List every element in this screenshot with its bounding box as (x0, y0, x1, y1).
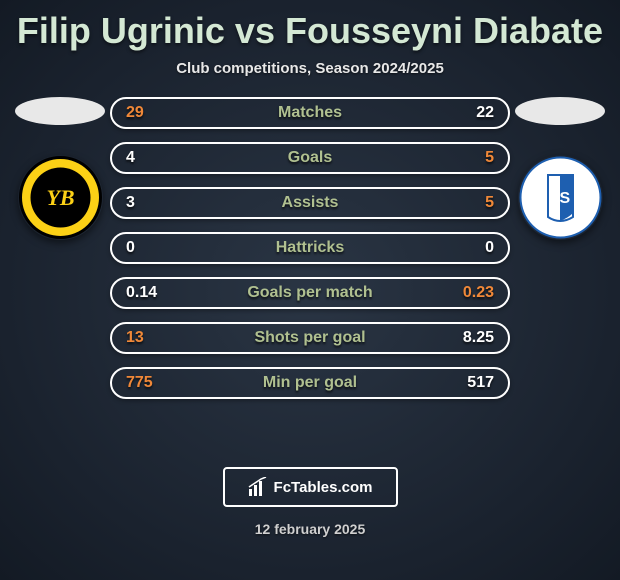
right-player-silhouette (515, 97, 605, 125)
stats-table: 29Matches224Goals53Assists50Hattricks00.… (110, 97, 510, 399)
right-player-column: LS (500, 97, 620, 240)
stat-left-value: 0.14 (126, 284, 176, 302)
stat-row: 0.14Goals per match0.23 (110, 277, 510, 309)
page-subtitle: Club competitions, Season 2024/2025 (0, 60, 620, 77)
stat-label: Goals (176, 149, 444, 167)
svg-text:YB: YB (46, 185, 74, 210)
left-club-badge: YB (18, 155, 103, 240)
footer-date: 12 february 2025 (0, 521, 620, 537)
right-club-badge: LS (518, 155, 603, 240)
stat-left-value: 13 (126, 329, 176, 347)
young-boys-icon: YB (18, 155, 103, 240)
stat-row: 3Assists5 (110, 187, 510, 219)
comparison-content: YB LS 29Matches224Goals53Assists50Hattri… (0, 97, 620, 437)
stat-right-value: 22 (444, 104, 494, 122)
stat-right-value: 517 (444, 374, 494, 392)
stat-left-value: 4 (126, 149, 176, 167)
brand-logo: FcTables.com (223, 467, 398, 507)
svg-text:LS: LS (549, 190, 570, 207)
left-player-column: YB (0, 97, 120, 240)
stat-label: Min per goal (176, 374, 444, 392)
stat-row: 13Shots per goal8.25 (110, 322, 510, 354)
stat-left-value: 0 (126, 239, 176, 257)
stat-label: Hattricks (176, 239, 444, 257)
stat-left-value: 29 (126, 104, 176, 122)
stat-right-value: 5 (444, 149, 494, 167)
stat-left-value: 3 (126, 194, 176, 212)
stat-row: 4Goals5 (110, 142, 510, 174)
left-player-silhouette (15, 97, 105, 125)
stat-row: 29Matches22 (110, 97, 510, 129)
stat-label: Goals per match (176, 284, 444, 302)
lausanne-icon: LS (518, 155, 603, 240)
page-title: Filip Ugrinic vs Fousseyni Diabate (0, 0, 620, 52)
stat-label: Matches (176, 104, 444, 122)
stat-label: Assists (176, 194, 444, 212)
stat-row: 775Min per goal517 (110, 367, 510, 399)
stat-row: 0Hattricks0 (110, 232, 510, 264)
chart-icon (248, 477, 268, 497)
brand-text: FcTables.com (274, 479, 373, 496)
stat-right-value: 0.23 (444, 284, 494, 302)
stat-left-value: 775 (126, 374, 176, 392)
stat-right-value: 8.25 (444, 329, 494, 347)
stat-right-value: 0 (444, 239, 494, 257)
stat-label: Shots per goal (176, 329, 444, 347)
stat-right-value: 5 (444, 194, 494, 212)
